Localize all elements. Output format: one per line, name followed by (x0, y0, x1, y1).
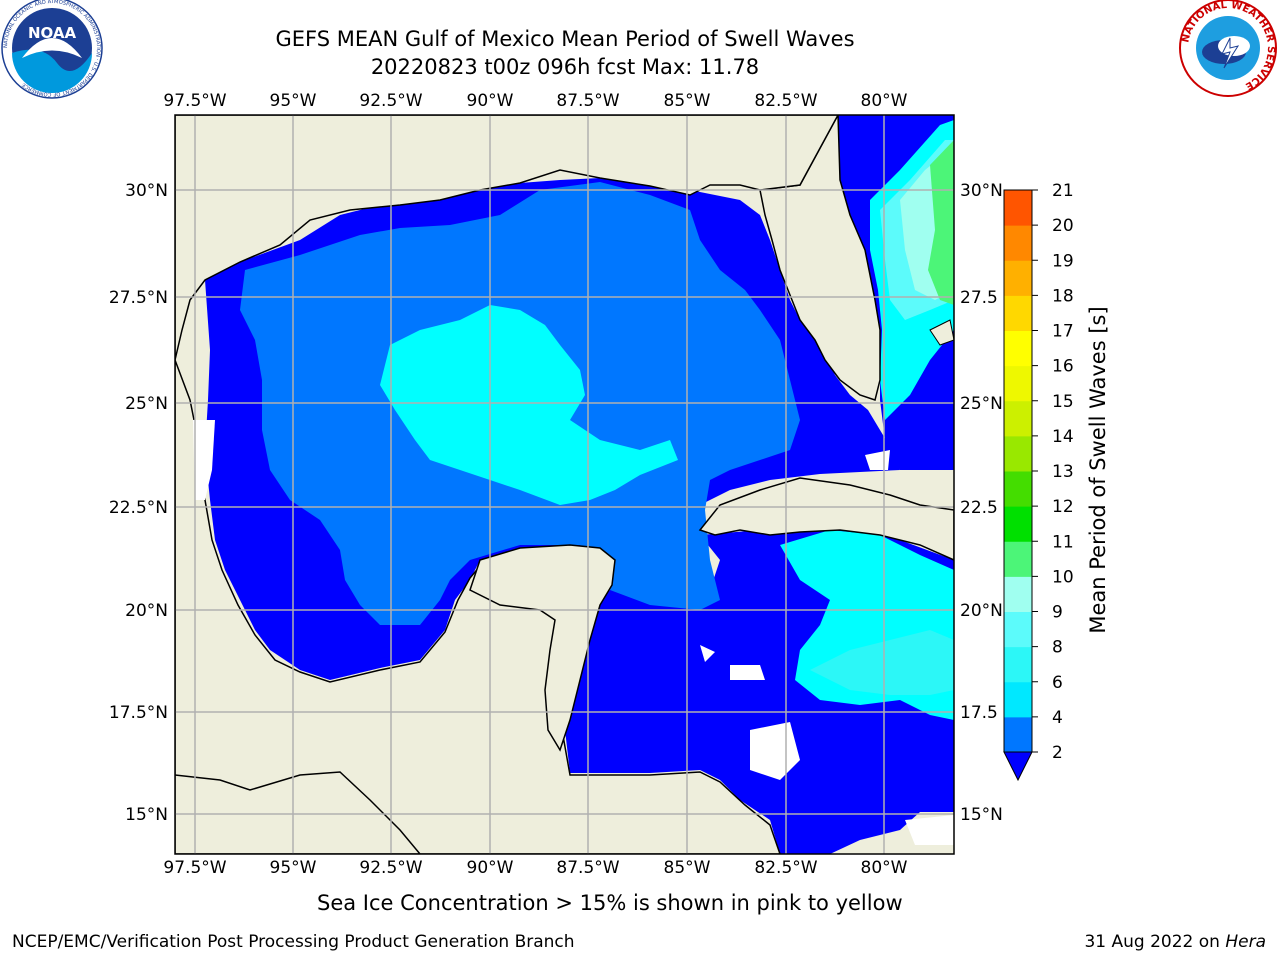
lat-tick-label: 25°N (125, 394, 168, 414)
lon-tick-label: 85°W (664, 858, 711, 878)
noaa-logo-text: NOAA (28, 24, 77, 42)
lon-tick-label: 97.5°W (163, 858, 226, 878)
nws-logo: NATIONAL WEATHER SERVICE (1179, 0, 1277, 97)
masked-area (700, 450, 954, 845)
colorbar-under-arrow (1003, 751, 1033, 782)
footer-credit: NCEP/EMC/Verification Post Processing Pr… (12, 932, 575, 952)
colorbar-segment (1004, 260, 1032, 296)
footer-date: 31 Aug 2022 on Hera (1084, 932, 1266, 952)
colorbar-tick-label: 9 (1052, 603, 1063, 623)
masked-area (193, 420, 215, 500)
lat-tick-label: 15°N (960, 805, 1003, 825)
colorbar-label: Mean Period of Swell Waves [s] (1086, 306, 1110, 633)
colorbar-segment (1004, 435, 1032, 472)
colorbar-segment (1004, 611, 1032, 648)
colorbar-tick-label: 14 (1052, 427, 1074, 447)
colorbar-tick-label: 11 (1052, 532, 1074, 552)
colorbar-segment (1004, 365, 1032, 402)
colorbar-segment (1004, 646, 1032, 683)
map-title: GEFS MEAN Gulf of Mexico Mean Period of … (275, 27, 855, 51)
lat-tick-label: 22.5°N (109, 498, 168, 518)
lat-tick-label: 20°N (960, 601, 1003, 621)
colorbar-tick-label: 10 (1052, 567, 1074, 587)
lon-tick-label: 95°W (270, 91, 317, 111)
caribbean-swell-6-8 (810, 630, 954, 695)
lat-tick-label: 30°N (960, 181, 1003, 201)
lon-tick-label: 80°W (861, 858, 908, 878)
bahamas-land (929, 319, 954, 346)
colorbar-tick-label: 15 (1052, 392, 1074, 412)
graticule (175, 115, 954, 854)
colorbar-tick-label: 13 (1052, 462, 1074, 482)
lat-tick-label: 27.5 (960, 288, 998, 308)
colorbar-tick-label: 17 (1052, 322, 1074, 342)
lat-tick-label: 27.5°N (109, 288, 168, 308)
lat-tick-label: 17.5°N (109, 703, 168, 723)
colorbar-segment (1004, 471, 1032, 507)
lon-tick-label: 92.5°W (359, 91, 422, 111)
map-frame (174, 114, 955, 855)
lat-tick-label: 25°N (960, 394, 1003, 414)
lon-tick-label: 97.5°W (163, 91, 226, 111)
colorbar-tick-label: 21 (1052, 181, 1074, 201)
colorbar-tick-label: 20 (1052, 216, 1074, 236)
lon-tick-label: 87.5°W (556, 91, 619, 111)
lat-ticks-left: 30°N 27.5°N 25°N 22.5°N 20°N 17.5°N 15°N (109, 181, 168, 825)
lon-tick-label: 80°W (861, 91, 908, 111)
lon-tick-label: 82.5°W (754, 858, 817, 878)
colorbar: 2 4 6 8 9 10 11 12 13 14 15 16 17 18 19 20 21 (1003, 181, 1074, 782)
colorbar-segment (1004, 295, 1032, 331)
colorbar-tick-label: 16 (1052, 357, 1074, 377)
lon-tick-label: 85°W (664, 91, 711, 111)
colorbar-segment (1004, 400, 1032, 437)
lon-tick-label: 87.5°W (556, 858, 619, 878)
colorbar-segment (1004, 225, 1032, 261)
colorbar-segment (1004, 576, 1032, 612)
lat-tick-label: 20°N (125, 601, 168, 621)
map-subtitle: 20220823 t00z 096h fcst Max: 11.78 (370, 55, 760, 79)
colorbar-tick-label: 8 (1052, 638, 1063, 658)
colorbar-segment (1004, 506, 1032, 542)
lat-ticks-right: 30°N 27.5 25°N 22.5 20°N 17.5 15°N (960, 181, 1003, 825)
colorbar-segment (1004, 541, 1032, 577)
atlantic-swell-9-10 (928, 140, 954, 305)
colorbar-segment (1004, 716, 1032, 753)
colorbar-segment (1004, 330, 1032, 367)
lon-tick-label: 95°W (270, 858, 317, 878)
colorbar-tick-label: 12 (1052, 497, 1074, 517)
colorbar-tick-label: 4 (1052, 708, 1063, 728)
footer-host: Hera (1225, 932, 1266, 952)
colorbar-tick-label: 6 (1052, 673, 1063, 693)
map-plot-area (175, 115, 954, 854)
lon-tick-label: 90°W (467, 91, 514, 111)
noaa-logo: NOAA NATIONAL OCEANIC AND ATMOSPHERIC AD… (1, 0, 103, 99)
colorbar-tick-label: 19 (1052, 251, 1074, 271)
lat-tick-label: 30°N (125, 181, 168, 201)
lon-tick-label: 92.5°W (359, 858, 422, 878)
colorbar-segment (1004, 681, 1032, 718)
colorbar-tick-label: 2 (1052, 743, 1063, 763)
lon-tick-label: 82.5°W (754, 91, 817, 111)
lon-ticks-top: 97.5°W 95°W 92.5°W 90°W 87.5°W 85°W 82.5… (163, 91, 907, 111)
lat-tick-label: 17.5 (960, 703, 998, 723)
lat-tick-label: 22.5 (960, 498, 998, 518)
gulf-swell-4-6 (380, 305, 678, 505)
colorbar-segment (1004, 190, 1032, 226)
lat-tick-label: 15°N (125, 805, 168, 825)
lon-ticks-bottom: 97.5°W 95°W 92.5°W 90°W 87.5°W 85°W 82.5… (163, 858, 907, 878)
colorbar-tick-label: 18 (1052, 286, 1074, 306)
lon-tick-label: 90°W (467, 858, 514, 878)
